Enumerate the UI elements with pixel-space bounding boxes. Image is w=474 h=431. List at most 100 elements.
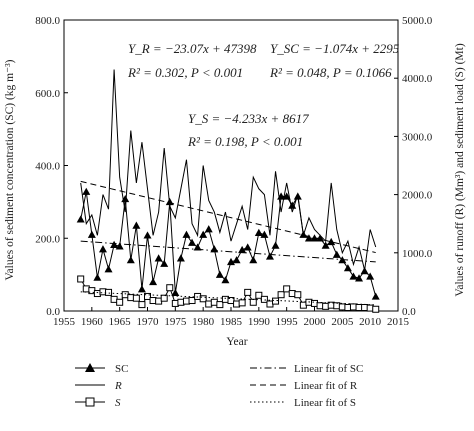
y-right-tick-label: 5000.0 (402, 15, 433, 27)
data-point-s (144, 292, 151, 300)
data-point-sc (260, 230, 269, 238)
data-point-s (160, 294, 168, 302)
data-point-s (255, 291, 263, 299)
data-point-sc (115, 242, 124, 250)
data-point-s (105, 288, 113, 296)
data-point-sc (137, 285, 146, 293)
data-point-sc (132, 221, 141, 229)
x-tick-label: 2005 (331, 316, 354, 328)
legend-item-linear-fit-of-sc: Linear fit of SC (250, 363, 363, 375)
legend-label: Linear fit of S (294, 397, 356, 409)
data-point-sc (232, 256, 241, 264)
x-tick-label: 2010 (359, 316, 382, 328)
y-right-tick-label: 2000.0 (402, 190, 433, 202)
data-point-s (283, 285, 291, 293)
data-point-sc (215, 270, 224, 278)
legend-item-r: R (75, 380, 122, 392)
data-point-s (249, 298, 257, 306)
data-point-sc (271, 241, 280, 249)
x-tick-label: 2015 (387, 316, 410, 328)
data-point-sc (87, 230, 96, 238)
y-right-tick-label: 3000.0 (402, 131, 433, 143)
annotation-s-equation: Y_S = −4.233x + 8617 (188, 111, 309, 126)
data-point-sc (110, 240, 119, 248)
y-left-tick-label: 400.0 (35, 161, 60, 173)
data-point-sc (149, 277, 158, 286)
data-point-s (166, 284, 174, 292)
x-tick-label: 1985 (220, 316, 243, 328)
data-point-sc (154, 254, 163, 262)
x-tick-label: 1990 (248, 316, 271, 328)
annotation-r-equation: Y_R = −23.07x + 47398 (128, 41, 257, 56)
data-point-sc (204, 225, 213, 233)
data-point-s (116, 298, 124, 306)
legend-item-linear-fit-of-s: Linear fit of S (250, 397, 356, 409)
x-tick-label: 2000 (304, 316, 327, 328)
series-linear-fit-of-sc-line (80, 240, 376, 263)
data-point-s (277, 291, 285, 299)
legend-label: R (114, 380, 122, 392)
data-point-s (77, 275, 85, 283)
data-point-sc (316, 234, 325, 242)
data-point-sc (199, 230, 208, 238)
data-point-sc (249, 256, 258, 264)
legend-label: SC (115, 363, 128, 375)
data-point-sc (76, 215, 85, 223)
y-left-tick-label: 200.0 (35, 233, 60, 245)
data-point-sc (243, 243, 252, 251)
data-point-sc (227, 257, 235, 266)
legend-item-s: S (75, 397, 121, 409)
data-point-sc (82, 187, 91, 195)
data-point-sc (349, 272, 358, 280)
y-left-axis-title: Values of sediment concentration (SC) (k… (4, 59, 16, 280)
data-point-sc (343, 264, 352, 272)
data-point-s (138, 301, 146, 309)
data-point-sc (360, 266, 369, 275)
data-point-sc (93, 273, 102, 281)
y-right-tick-label: 0.0 (402, 306, 416, 318)
data-point-sc (327, 237, 336, 246)
legend-label: Linear fit of SC (294, 363, 363, 375)
data-point-sc (304, 234, 313, 242)
data-point-s (238, 299, 246, 307)
x-tick-label: 1975 (164, 316, 187, 328)
data-point-sc (371, 292, 380, 300)
data-point-sc (238, 245, 247, 254)
data-point-sc (176, 254, 185, 262)
series-linear-fit-of-s-line (80, 291, 376, 306)
x-tick-label: 1980 (192, 316, 215, 328)
annotation-sc-stats: R² = 0.048, P = 0.1066 (269, 65, 392, 80)
y-right-tick-label: 4000.0 (402, 73, 433, 85)
data-point-s (244, 288, 252, 296)
legend-label: Linear fit of R (294, 380, 358, 392)
y-left-tick-label: 800.0 (35, 15, 60, 27)
data-point-s (216, 301, 224, 309)
data-point-s (132, 294, 140, 302)
data-point-sc (265, 252, 274, 260)
x-tick-label: 1965 (109, 316, 132, 328)
data-point-sc (221, 276, 230, 284)
data-point-sc (188, 238, 197, 246)
data-point-sc (332, 250, 341, 258)
data-point-sc (321, 241, 330, 249)
data-point-s (199, 295, 207, 303)
data-point-sc (98, 245, 107, 253)
data-point-s (294, 291, 302, 299)
x-tick-label: 1995 (276, 316, 299, 328)
x-tick-label: 1970 (137, 316, 160, 328)
data-point-sc (160, 259, 169, 267)
data-point-sc (210, 245, 219, 253)
data-point-sc (104, 265, 113, 273)
data-point-sc (282, 192, 291, 200)
data-point-sc (126, 256, 135, 264)
legend-triangle-marker (85, 363, 95, 372)
data-point-sc (366, 272, 375, 280)
annotation-r-stats: R² = 0.302, P < 0.001 (127, 65, 243, 80)
annotation-s-stats: R² = 0.198, P < 0.001 (187, 134, 303, 149)
legend-square-marker (85, 397, 95, 407)
series-linear-fit-of-r-line (80, 180, 376, 254)
x-tick-label: 1955 (53, 316, 76, 328)
series-r-line (80, 69, 377, 271)
